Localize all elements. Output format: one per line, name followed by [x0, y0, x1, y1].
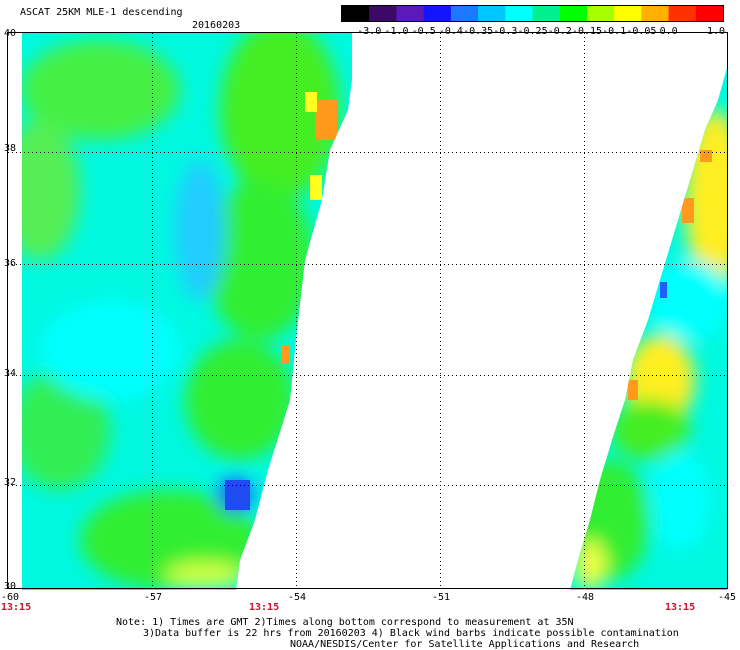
color-scale-label: -0.5	[411, 26, 436, 37]
footer-note-2: 3)Data buffer is 22 hrs from 20160203 4)…	[143, 628, 679, 639]
lat-label-40: 40	[4, 28, 17, 39]
color-scale-swatch	[641, 6, 670, 21]
footer-credit: NOAA/NESDIS/Center for Satellite Applica…	[290, 639, 640, 650]
color-scale-label: -0.15	[571, 26, 603, 37]
lon-label-48: -48	[576, 592, 595, 603]
left-swath	[22, 32, 352, 590]
map-graticule	[8, 33, 727, 588]
color-scale-label: 0.0	[659, 26, 678, 37]
lon-label-51: -51	[432, 592, 451, 603]
color-scale-swatch	[586, 6, 615, 21]
lat-label-32: 32	[4, 477, 17, 488]
color-scale-label: -0.1	[602, 26, 627, 37]
color-scale-swatch	[450, 6, 479, 21]
color-scale-label: -3.0	[357, 26, 382, 37]
color-scale-swatch	[423, 6, 452, 21]
pass-time-left: 13:15	[1, 602, 32, 613]
pass-time-middle: 13:15	[249, 602, 280, 613]
color-scale-bar	[342, 6, 724, 21]
color-scale-label: -0.3	[493, 26, 518, 37]
color-scale-label: -0.25	[517, 26, 548, 37]
lon-label-54: -54	[288, 592, 307, 603]
color-scale-label: 1.0	[707, 26, 726, 37]
color-scale-swatch	[668, 6, 697, 21]
right-swath	[570, 68, 727, 590]
color-scale-swatch	[695, 6, 724, 21]
lat-label-30: 30	[4, 581, 17, 592]
color-scale-label: -0.35	[463, 26, 494, 37]
footer-note-1: Note: 1) Times are GMT 2)Times along bot…	[116, 617, 574, 628]
color-scale-label: -0.05	[626, 26, 657, 37]
color-scale-swatch	[478, 6, 506, 21]
lat-label-36: 36	[4, 258, 17, 269]
color-scale-label: -0.4	[438, 26, 463, 37]
product-date: 20160203	[192, 20, 241, 31]
lon-label-45: -45	[718, 592, 737, 603]
color-scale-swatch	[614, 6, 642, 21]
color-scale-swatch	[505, 6, 534, 21]
lat-label-34: 34	[4, 368, 17, 379]
color-scale-swatch	[532, 6, 561, 21]
lon-label-60: -60	[1, 592, 20, 603]
color-scale-frame	[341, 5, 724, 22]
lon-label-57: -57	[144, 592, 163, 603]
color-scale-label: -0.2	[547, 26, 572, 37]
color-scale-swatch	[396, 6, 425, 21]
color-scale-swatch	[369, 6, 398, 21]
product-title: ASCAT 25KM MLE-1 descending	[20, 7, 183, 18]
color-scale-label: -1.0	[384, 26, 409, 37]
color-scale-swatch	[342, 6, 370, 21]
color-scale-swatch	[559, 6, 588, 21]
map-frame	[7, 32, 728, 589]
pass-time-right: 13:15	[665, 602, 696, 613]
lat-label-38: 38	[4, 143, 17, 154]
